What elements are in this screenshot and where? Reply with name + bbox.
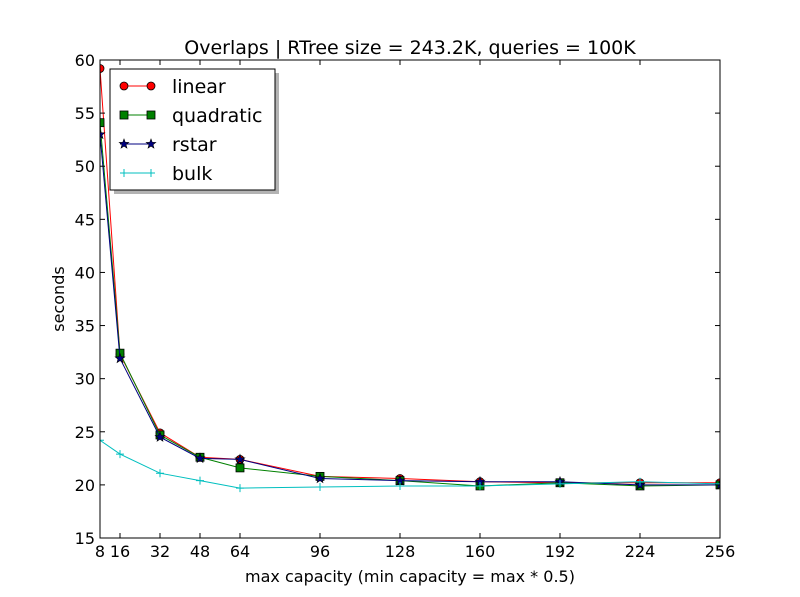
- legend-marker: [119, 81, 129, 91]
- y-tick-label: 25: [75, 423, 95, 442]
- y-tick-label: 30: [75, 370, 95, 389]
- legend-label: quadratic: [172, 105, 262, 127]
- data-point-bulk: [396, 481, 404, 490]
- y-tick-label: 35: [75, 317, 95, 336]
- x-tick-label: 224: [625, 542, 656, 561]
- x-tick-label: 8: [95, 542, 105, 561]
- legend-marker: [146, 110, 156, 120]
- legend-item-linear: linear: [119, 76, 226, 98]
- data-point-quadratic: [235, 463, 245, 473]
- legend-label: rstar: [172, 134, 217, 156]
- data-point-bulk: [116, 450, 124, 459]
- data-point-rstar: [114, 352, 126, 364]
- legend-label: linear: [172, 76, 226, 98]
- x-tick-label: 256: [705, 542, 736, 561]
- legend-marker: [146, 81, 156, 91]
- x-tick-label: 96: [310, 542, 330, 561]
- data-point-bulk: [716, 479, 720, 488]
- y-tick-label: 40: [75, 263, 95, 282]
- data-point-bulk: [556, 479, 564, 488]
- legend-marker: [120, 169, 128, 177]
- data-point-rstar: [154, 431, 166, 442]
- x-tick-label: 160: [465, 542, 496, 561]
- legend-item-quadratic: quadratic: [119, 105, 262, 127]
- axes-layer: 8 16 32 48 64 96 128 160 192 224 256 15 20 25 30 35 40 45…: [75, 51, 736, 561]
- y-tick-label: 50: [75, 157, 95, 176]
- series-bulk: [100, 436, 720, 493]
- y-tick-label: 60: [75, 51, 95, 70]
- data-point-bulk: [196, 476, 204, 485]
- legend-marker: [145, 138, 157, 149]
- y-axis-label: seconds: [49, 266, 68, 331]
- x-tick-label: 16: [110, 542, 130, 561]
- legend-box: [109, 68, 276, 191]
- legend-item-rstar: rstar: [118, 134, 217, 156]
- chart-title: Overlaps | RTree size = 243.2K, queries …: [184, 37, 636, 59]
- data-point-quadratic: [100, 118, 105, 128]
- data-point-bulk: [236, 484, 244, 493]
- legend-item-bulk: bulk: [120, 163, 212, 185]
- data-point-bulk: [100, 436, 104, 445]
- legend: linear quadratic rstar bulk: [109, 68, 279, 194]
- x-tick-label: 64: [230, 542, 250, 561]
- data-point-bulk: [156, 469, 164, 478]
- data-point-rstar: [314, 472, 326, 484]
- data-point-bulk: [636, 477, 644, 486]
- x-axis-label: max capacity (min capacity = max * 0.5): [245, 567, 575, 586]
- y-tick-label: 15: [75, 529, 95, 548]
- legend-marker: [119, 110, 129, 120]
- data-point-bulk: [316, 483, 324, 492]
- y-tick-label: 55: [75, 104, 95, 123]
- series-layer: [100, 64, 720, 493]
- x-tick-label: 32: [150, 542, 170, 561]
- x-tick-label: 192: [545, 542, 576, 561]
- data-point-rstar: [234, 453, 246, 465]
- legend-marker: [147, 169, 155, 177]
- plot-frame: [99, 59, 721, 539]
- legend-marker: [118, 138, 130, 149]
- data-point-rstar: [194, 452, 206, 464]
- y-tick-label: 45: [75, 210, 95, 229]
- x-tick-label: 48: [190, 542, 210, 561]
- data-point-bulk: [476, 481, 484, 490]
- data-point-linear: [100, 64, 105, 73]
- x-tick-label: 128: [385, 542, 416, 561]
- legend-label: bulk: [172, 163, 212, 185]
- data-point-rstar: [100, 128, 106, 140]
- y-tick-label: 20: [75, 476, 95, 495]
